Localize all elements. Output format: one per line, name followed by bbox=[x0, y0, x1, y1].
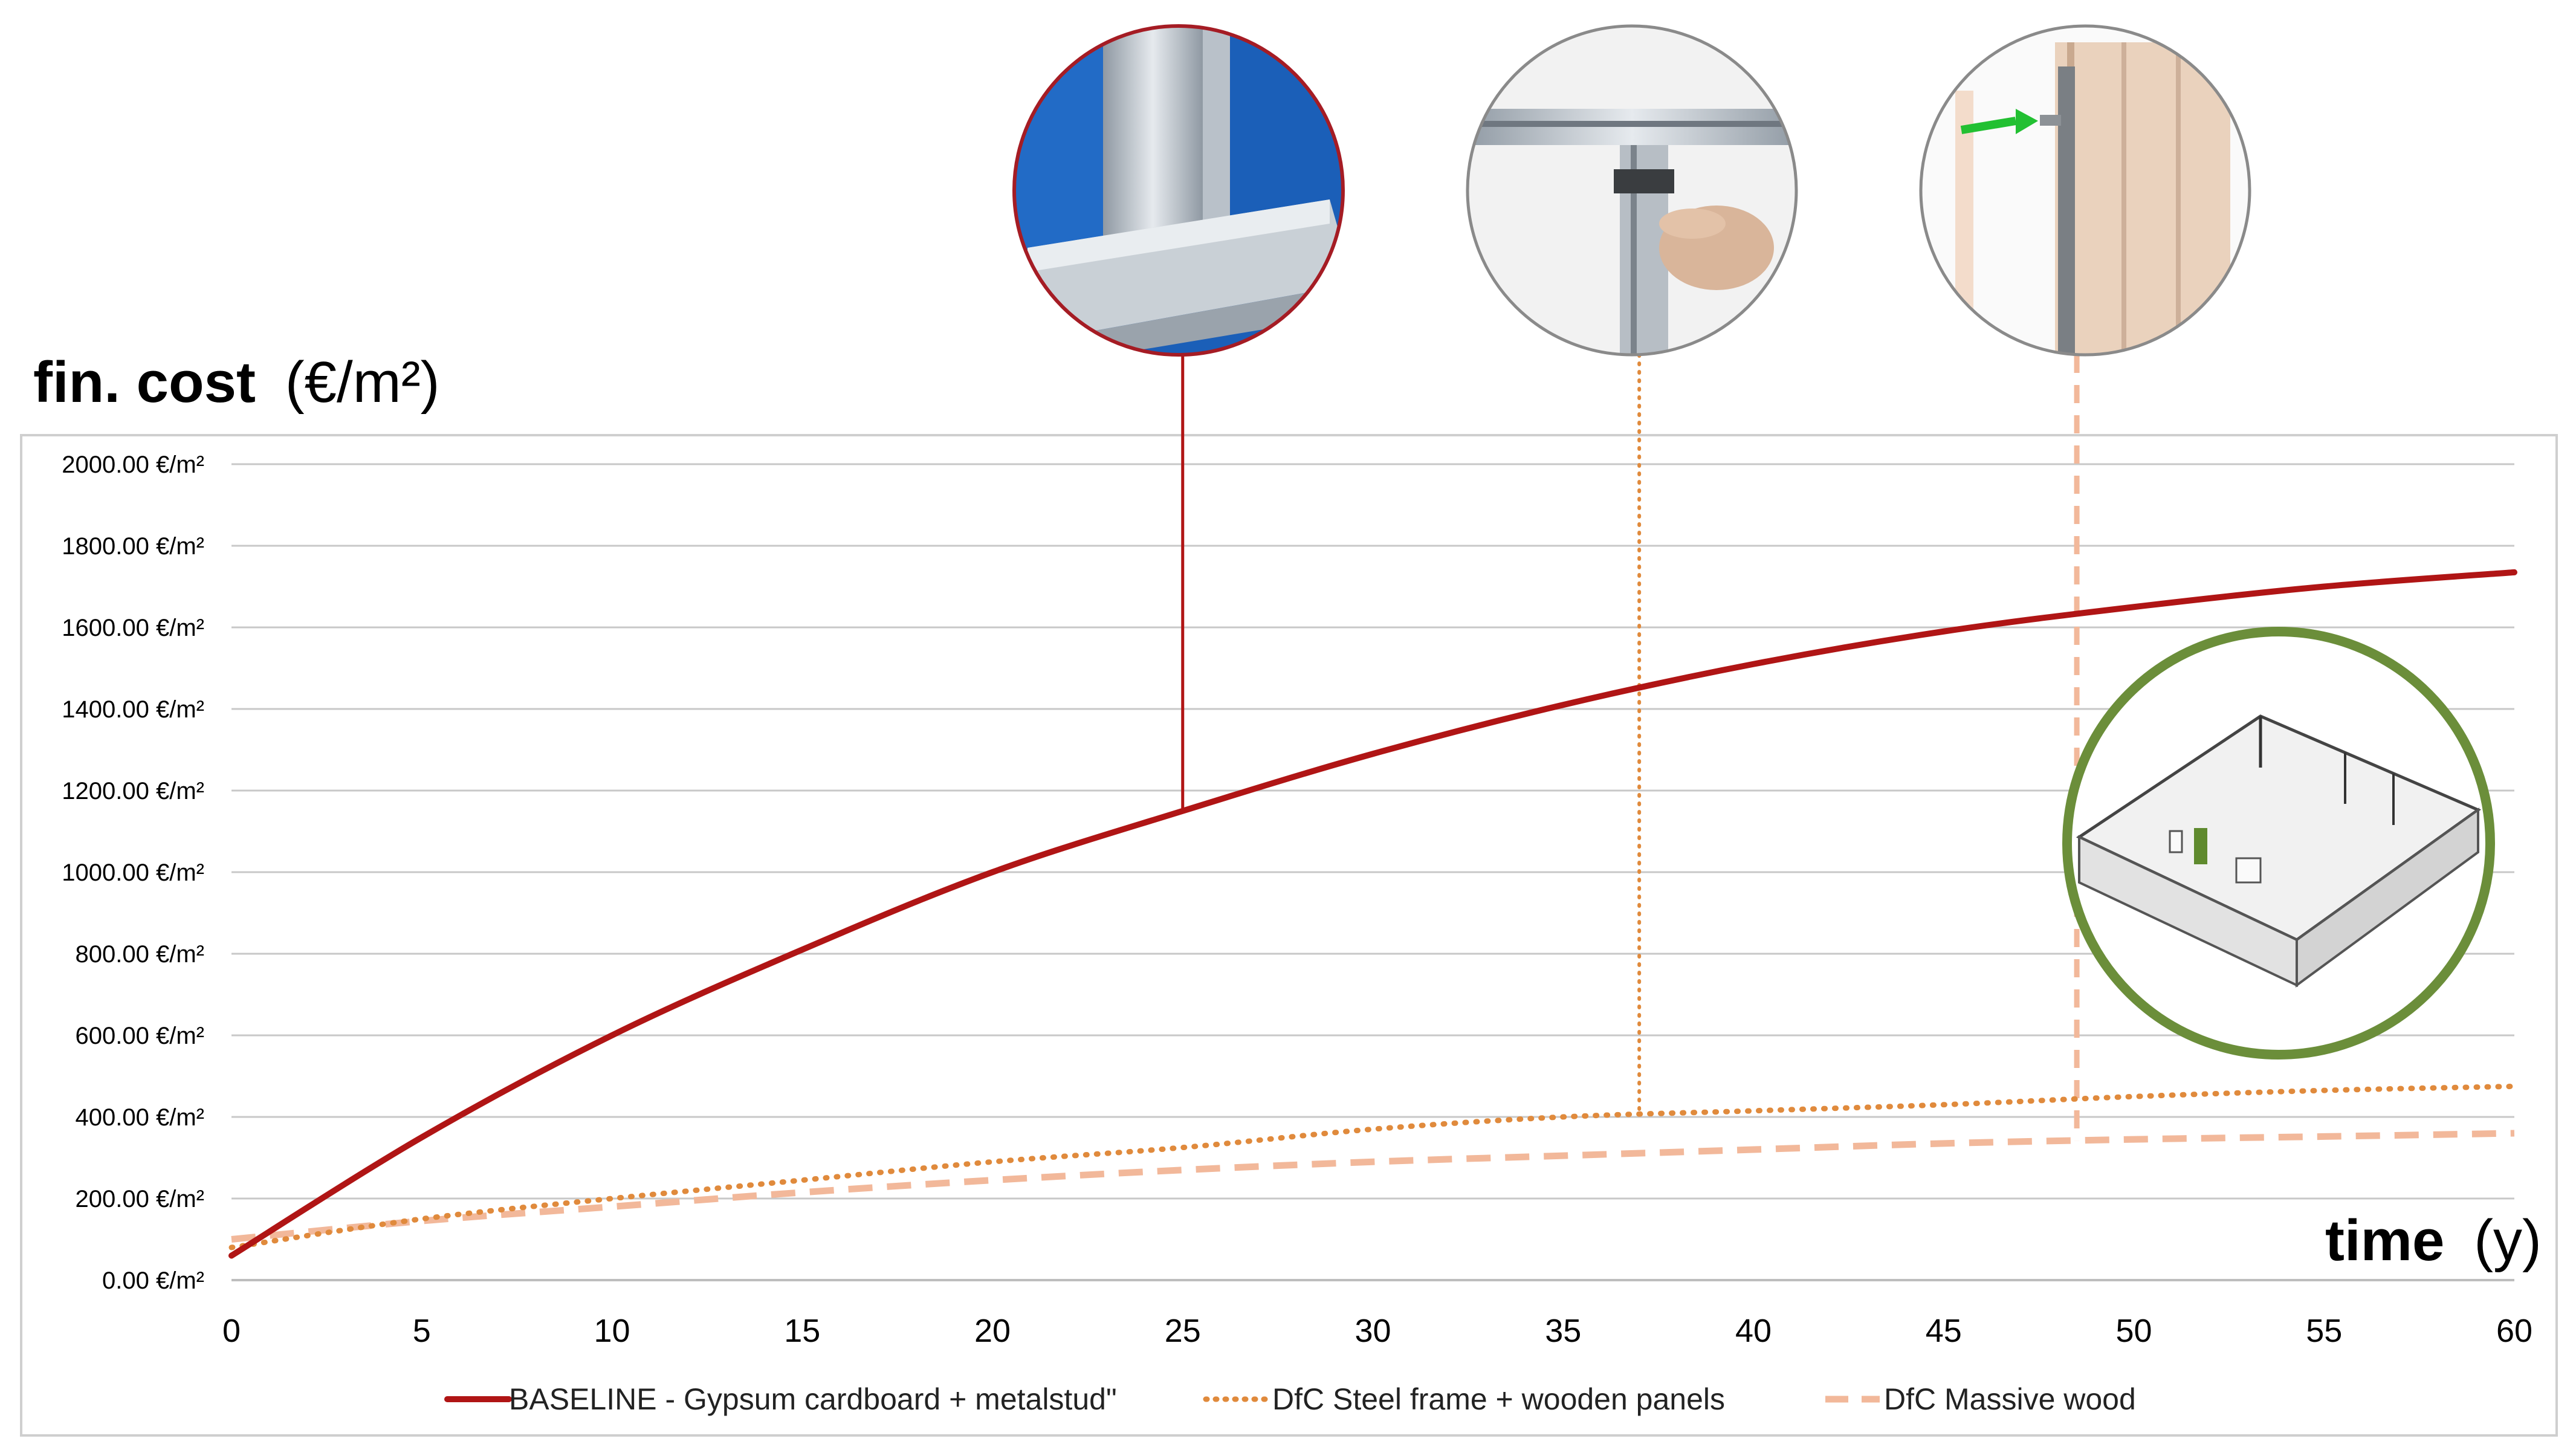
y-tick-label: 1600.00 €/m² bbox=[62, 615, 204, 641]
x-tick-label: 5 bbox=[413, 1313, 431, 1349]
legend-label-steel-frame: DfC Steel frame + wooden panels bbox=[1272, 1382, 1725, 1416]
legend-label-baseline: BASELINE - Gypsum cardboard + metalstud" bbox=[509, 1382, 1117, 1416]
x-tick-label: 0 bbox=[222, 1313, 241, 1349]
y-tick-label: 800.00 €/m² bbox=[76, 941, 204, 968]
x-tick-label: 25 bbox=[1165, 1313, 1201, 1349]
x-axis-title-main: time bbox=[2325, 1208, 2444, 1273]
x-tick-label: 30 bbox=[1354, 1313, 1391, 1349]
wooden-panel-wall-photo-icon bbox=[1919, 24, 2251, 357]
y-tick-label: 600.00 €/m² bbox=[76, 1023, 204, 1049]
office-floor-plan-3d-drawing-icon bbox=[2062, 627, 2495, 1060]
x-tick-label: 15 bbox=[784, 1313, 820, 1349]
legend-label-massive-wood: DfC Massive wood bbox=[1884, 1382, 2136, 1416]
steel-frame-clip-photo-icon bbox=[1466, 24, 1798, 357]
x-tick-label: 45 bbox=[1926, 1313, 1962, 1349]
y-tick-label: 1400.00 €/m² bbox=[62, 696, 204, 723]
chart-area-border bbox=[20, 434, 2558, 1437]
y-tick-label: 2000.00 €/m² bbox=[62, 451, 204, 478]
x-tick-label: 10 bbox=[594, 1313, 630, 1349]
callout-lines bbox=[1181, 353, 2080, 1141]
y-axis-title-unit: (€/m²) bbox=[285, 350, 440, 415]
y-tick-label: 200.00 €/m² bbox=[76, 1186, 204, 1212]
y-tick-label: 0.00 €/m² bbox=[102, 1267, 204, 1294]
series-line-solid bbox=[228, 569, 2517, 1259]
x-tick-label: 20 bbox=[974, 1313, 1011, 1349]
x-axis-title: time (y) bbox=[2325, 1208, 2542, 1273]
x-tick-label: 40 bbox=[1735, 1313, 1772, 1349]
legend: BASELINE - Gypsum cardboard + metalstud"… bbox=[444, 1382, 2136, 1416]
y-tick-label: 1200.00 €/m² bbox=[62, 778, 204, 804]
series-line-dotted bbox=[228, 1083, 2517, 1251]
y-axis-title-main: fin. cost bbox=[33, 350, 256, 415]
y-tick-label: 400.00 €/m² bbox=[76, 1104, 204, 1131]
y-tick-label: 1000.00 €/m² bbox=[62, 859, 204, 886]
x-axis-ticks: 0 5 10 15 20 25 30 35 40 45 50 55 60 bbox=[222, 1313, 2532, 1349]
x-tick-label: 50 bbox=[2115, 1313, 2152, 1349]
series-lines bbox=[228, 569, 2517, 1259]
metal-stud-frame-photo-icon bbox=[1012, 24, 1345, 357]
x-tick-label: 55 bbox=[2306, 1313, 2342, 1349]
x-tick-label: 60 bbox=[2496, 1313, 2532, 1349]
x-axis-title-unit: (y) bbox=[2474, 1208, 2542, 1273]
series-line-dashed bbox=[231, 1130, 2515, 1243]
y-axis-ticks: 0.00 €/m² 200.00 €/m² 400.00 €/m² 600.00 €/… bbox=[62, 451, 204, 1294]
y-axis-title: fin. cost (€/m²) bbox=[33, 350, 440, 415]
x-tick-label: 35 bbox=[1545, 1313, 1581, 1349]
y-tick-label: 1800.00 €/m² bbox=[62, 533, 204, 560]
